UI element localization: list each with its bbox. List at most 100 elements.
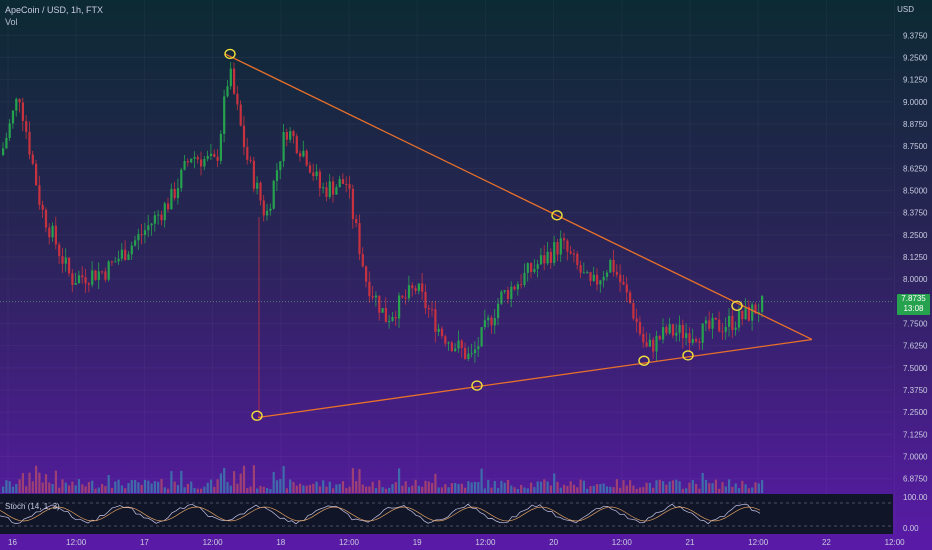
candle-body (599, 280, 602, 285)
volume-bar (374, 488, 378, 493)
x-tick-label: 12:00 (748, 538, 769, 547)
candle-body (582, 272, 585, 274)
touch-markers (224, 48, 743, 421)
candle-body (440, 328, 444, 337)
volume-bar (586, 488, 589, 493)
volume-bar (714, 479, 717, 493)
candle-body (374, 295, 378, 298)
volume-bar (708, 483, 711, 493)
volume-bar (44, 474, 48, 493)
volume-bar (308, 484, 312, 493)
volume-bar (299, 483, 302, 493)
volume-bar (348, 486, 351, 493)
candle-body (368, 281, 371, 297)
currency-label: USD (897, 5, 914, 14)
candle-body (361, 254, 364, 267)
volume-bar (523, 487, 526, 493)
x-tick-label: 18 (276, 538, 285, 547)
volume-bar (384, 488, 387, 493)
candle-body (681, 324, 684, 339)
candle-body (68, 257, 71, 274)
volume-bar (490, 487, 493, 493)
candle-body (308, 165, 312, 173)
volume-bar (483, 488, 486, 493)
volume-bar (411, 485, 414, 493)
stoch-label[interactable]: Stoch (14, 1, 3) (5, 502, 60, 511)
volume-bar (533, 487, 536, 493)
candle-body (520, 284, 523, 286)
candle-body (404, 297, 407, 299)
candle-body (533, 268, 536, 273)
candle-body (120, 249, 123, 259)
volume-bar (48, 482, 51, 493)
volume-bar (351, 468, 354, 493)
volume-bar (252, 465, 255, 493)
volume-bar (338, 484, 341, 493)
touch-marker (551, 210, 563, 221)
candle-body (44, 209, 48, 228)
volume-bar (361, 484, 364, 493)
volume-bar (447, 487, 450, 493)
volume-bar (332, 488, 335, 493)
candle-body (150, 223, 153, 226)
chart-header: ApeCoin / USD, 1h, FTX Vol (5, 4, 103, 28)
volume-bar (107, 474, 110, 493)
trendline-upper (224, 53, 813, 341)
volume-bar (355, 481, 358, 493)
volume-bar (467, 481, 470, 493)
volume-bar (143, 479, 147, 493)
volume-bar (572, 484, 576, 493)
candle-body (665, 327, 668, 334)
volume-bar (427, 481, 430, 493)
candle-body (266, 210, 269, 216)
candle-body (586, 272, 589, 274)
volume-bar (163, 487, 166, 493)
candle-body (11, 110, 15, 124)
volume-bar (757, 483, 760, 493)
candle-body (645, 342, 648, 347)
candle-body (549, 251, 552, 263)
y-tick-label: 9.2500 (903, 53, 928, 62)
candle-body (335, 187, 338, 195)
candle-body (295, 136, 298, 154)
volume-bar (407, 487, 411, 493)
x-tick-label: 20 (549, 538, 558, 547)
volume-bar (279, 479, 282, 493)
candle-body (58, 244, 61, 257)
time-axis: 16 12:00 17 12:00 18 12:00 19 12:00 20 12:00 21 12:… (8, 538, 905, 547)
candle-body (516, 284, 519, 290)
candle-body (513, 286, 516, 290)
candle-body (490, 317, 493, 326)
volume-bar (269, 488, 272, 493)
volume-bar (638, 487, 642, 493)
volume-bar (530, 482, 533, 493)
stoch-k-line (0, 503, 761, 525)
candle-body (530, 263, 533, 273)
symbol-label[interactable]: ApeCoin / USD, 1h, FTX (5, 5, 104, 15)
volume-bar (431, 483, 434, 493)
volume-bar (147, 480, 150, 493)
candle-body (25, 120, 28, 132)
candle-body (28, 131, 31, 155)
candle-body (546, 251, 549, 264)
volume-bar (579, 479, 582, 493)
volume-bar (741, 480, 744, 493)
candle-body (272, 180, 275, 209)
candle-body (325, 187, 328, 197)
candle-body (691, 339, 694, 343)
volume-bar (315, 481, 318, 493)
volume-bar (615, 479, 618, 493)
volume-bar (91, 480, 94, 493)
candle-body (503, 290, 506, 292)
candle-body (757, 312, 760, 314)
candle-body (556, 242, 559, 255)
volume-bar (249, 486, 252, 493)
volume-bar (569, 481, 572, 493)
volume-bar (25, 486, 28, 493)
volume-bar (84, 486, 87, 493)
volume-bar (549, 485, 552, 493)
volume-bar (599, 484, 602, 493)
volume-label[interactable]: Vol (5, 17, 18, 27)
volume-bar (477, 481, 480, 493)
